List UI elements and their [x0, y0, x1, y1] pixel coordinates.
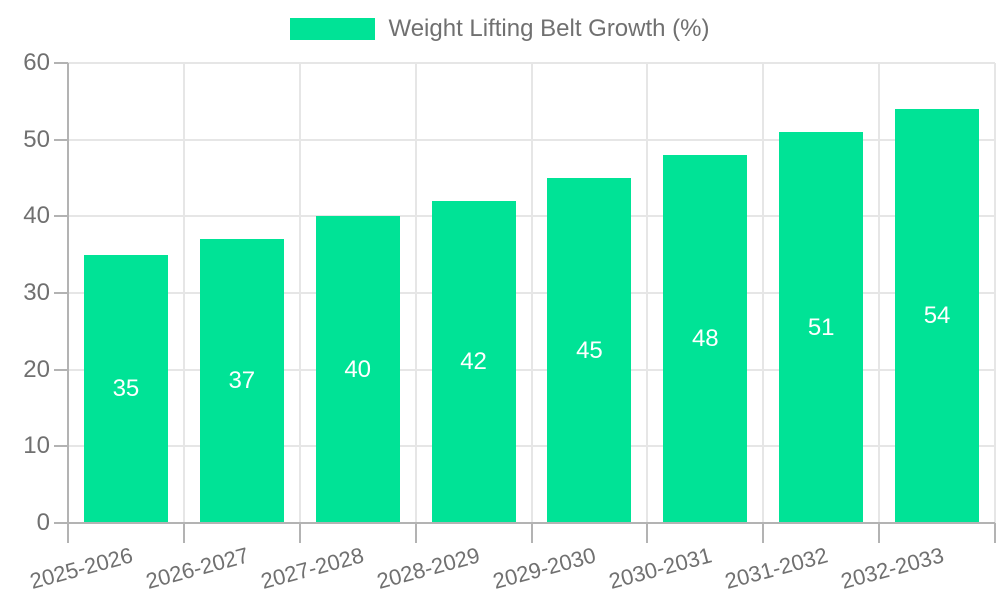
x-axis-tick	[994, 523, 996, 543]
y-tick-label: 40	[23, 202, 50, 230]
y-tick-label: 10	[23, 432, 50, 460]
x-tick-label: 2027-2028	[258, 542, 367, 594]
bar[interactable]: 35	[83, 254, 168, 523]
x-axis-tick	[298, 523, 301, 543]
x-axis-tick	[414, 523, 417, 543]
bar[interactable]: 45	[547, 178, 632, 523]
bar-value-label: 35	[112, 374, 140, 402]
x-tick-label: 2029-2030	[490, 542, 599, 594]
gridline-vertical	[994, 63, 996, 523]
gridline-vertical	[182, 63, 185, 523]
bar-value-label: 48	[691, 325, 719, 352]
y-axis-line	[67, 63, 69, 543]
gridline-vertical	[878, 63, 881, 523]
y-axis-tick	[54, 368, 68, 371]
bar-value-label: 40	[344, 355, 372, 383]
bar-value-label: 45	[576, 336, 603, 364]
x-axis-tick	[530, 523, 533, 543]
bar[interactable]: 40	[315, 216, 400, 523]
bar[interactable]: 54	[895, 109, 980, 523]
bar[interactable]: 42	[431, 201, 516, 523]
y-axis-tick	[54, 522, 68, 524]
x-tick-label: 2025-2026	[26, 542, 136, 594]
gridline-vertical	[646, 63, 649, 523]
bar[interactable]: 48	[663, 155, 748, 523]
y-tick-label: 50	[23, 125, 50, 153]
chart-legend: Weight Lifting Belt Growth (%)	[0, 16, 1000, 42]
x-axis-line	[68, 522, 995, 524]
bar-value-label: 54	[923, 302, 951, 329]
x-tick-label: 2032-2033	[838, 542, 947, 594]
y-axis-tick	[54, 215, 68, 218]
y-axis-tick	[54, 138, 68, 141]
gridline-vertical	[414, 63, 417, 523]
y-tick-label: 20	[23, 355, 50, 383]
x-tick-label: 2028-2029	[374, 542, 483, 594]
gridline-vertical	[298, 63, 301, 523]
x-tick-label: 2030-2031	[606, 542, 715, 594]
bar[interactable]: 51	[779, 132, 864, 523]
y-axis-tick	[54, 292, 68, 294]
x-tick-label: 2031-2032	[722, 542, 831, 594]
legend-swatch[interactable]	[290, 18, 376, 40]
y-tick-label: 0	[36, 509, 50, 536]
legend-label[interactable]: Weight Lifting Belt Growth (%)	[388, 15, 710, 42]
x-axis-tick	[182, 523, 185, 543]
y-axis-tick	[54, 445, 68, 448]
x-axis-tick	[762, 523, 765, 543]
y-axis-tick	[54, 62, 68, 64]
x-axis-tick	[646, 523, 649, 543]
bar[interactable]: 37	[199, 239, 284, 523]
bar-value-label: 42	[460, 348, 487, 375]
y-tick-label: 30	[23, 279, 50, 306]
y-tick-label: 60	[23, 49, 50, 76]
x-axis-tick	[878, 523, 881, 543]
x-tick-label: 2026-2027	[142, 542, 251, 594]
gridline-vertical	[530, 63, 533, 523]
gridline-vertical	[762, 63, 765, 523]
bar-value-label: 37	[228, 367, 256, 395]
bar-value-label: 51	[807, 313, 835, 341]
